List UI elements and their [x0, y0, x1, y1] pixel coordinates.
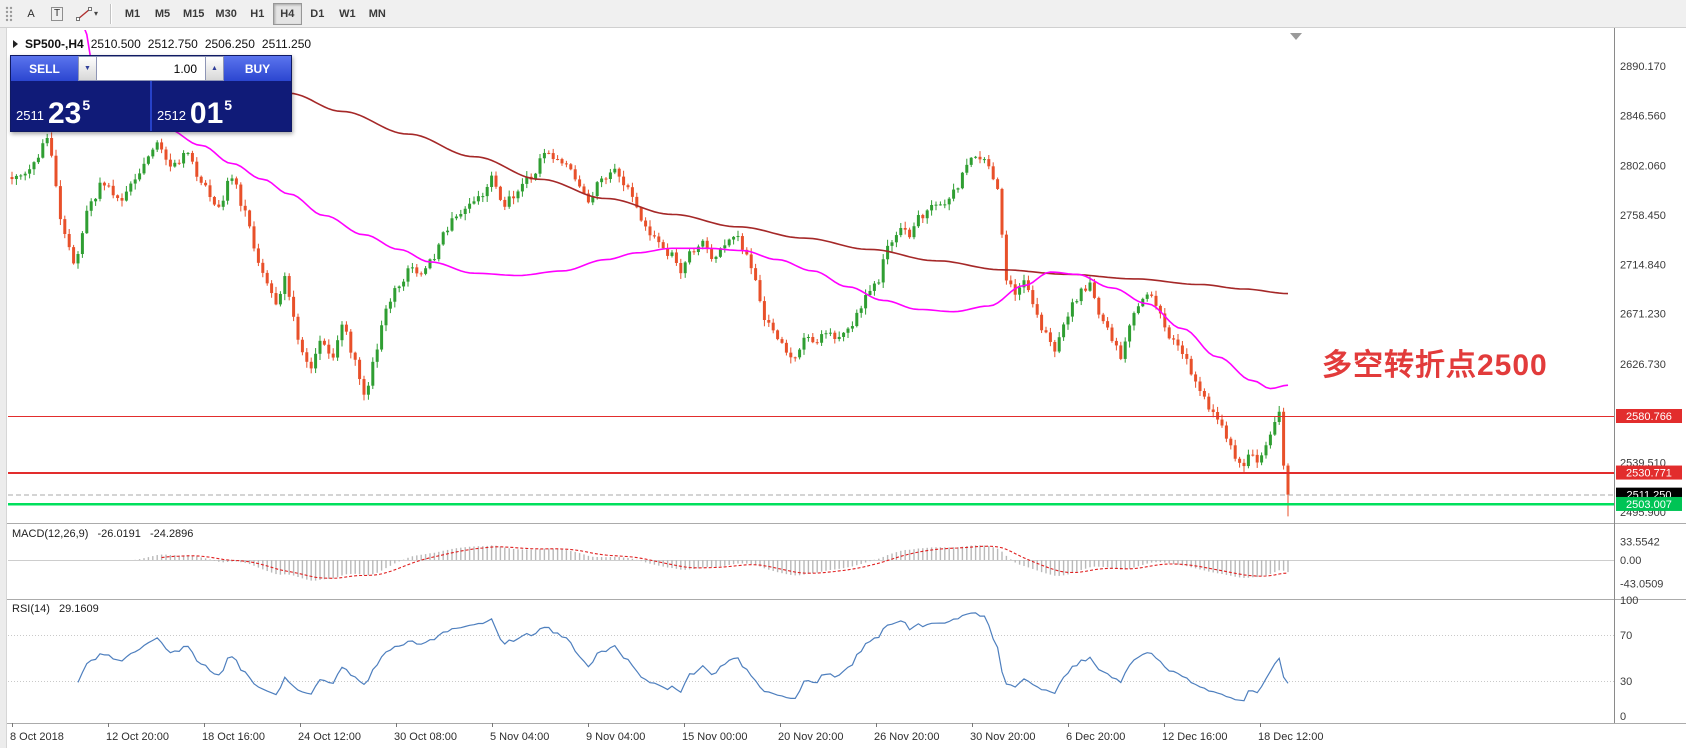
svg-text:-43.0509: -43.0509 — [1620, 579, 1663, 591]
timeframe-button-M1[interactable]: M1 — [124, 7, 141, 20]
timeframe-button-D1[interactable]: D1 — [310, 7, 325, 20]
buy-quote: 2512 01 5 — [152, 81, 291, 131]
buy-big-figure: 2512 — [157, 108, 186, 123]
macd-signal-value: -24.2896 — [149, 528, 194, 540]
chart-shift-icon — [1290, 33, 1302, 40]
svg-text:2846.560: 2846.560 — [1620, 110, 1666, 122]
price-badge-support-line: 2503.007 — [1616, 496, 1682, 511]
timeframe-button-M5[interactable]: M5 — [154, 7, 171, 20]
text-tool-label: T — [50, 6, 64, 21]
svg-text:2671.230: 2671.230 — [1620, 309, 1666, 321]
svg-text:9 Nov 04:00: 9 Nov 04:00 — [586, 731, 645, 743]
triangle-down-icon: ▼ — [84, 65, 91, 72]
symbol-marker-icon — [13, 40, 18, 48]
moving-average-line — [289, 92, 1289, 295]
moving-average-line — [84, 30, 1289, 390]
ohlc-close: 2511.250 — [261, 37, 312, 51]
one-click-trading-panel: SELL ▼ 1.00 ▲ BUY 2511 23 5 2512 01 5 — [10, 55, 292, 132]
volume-increase-button[interactable]: ▲ — [205, 56, 224, 81]
svg-text:12 Oct 20:00: 12 Oct 20:00 — [106, 731, 169, 743]
svg-text:2530.771: 2530.771 — [1626, 468, 1672, 480]
svg-text:2503.007: 2503.007 — [1626, 499, 1672, 511]
rsi-value: 29.1609 — [58, 603, 99, 615]
toolbar: A T ▾ M1 M5 M15 M30 H1 H4 D1 W1 MN — [0, 0, 1686, 28]
sell-button[interactable]: SELL — [11, 56, 78, 81]
timeframe-button-H1[interactable]: H1 — [250, 7, 265, 20]
timeframe-button-M15[interactable]: M15 — [183, 7, 205, 20]
svg-text:70: 70 — [1620, 630, 1632, 642]
timeframe-button-MN[interactable]: MN — [368, 7, 386, 20]
sell-big-figure: 2511 — [16, 108, 44, 123]
svg-text:18 Dec 12:00: 18 Dec 12:00 — [1258, 731, 1323, 743]
trendline-icon — [76, 6, 92, 21]
price-badge-resistance-line: 2580.766 — [1616, 408, 1682, 423]
annotation-text: 多空转折点2500 — [1322, 349, 1548, 382]
svg-text:2580.766: 2580.766 — [1626, 411, 1672, 423]
buy-button[interactable]: BUY — [224, 56, 291, 81]
rsi-indicator-label: RSI(14) 29.1609 — [12, 603, 105, 615]
sell-quote: 2511 23 5 — [11, 81, 152, 131]
svg-text:100: 100 — [1620, 595, 1638, 607]
svg-text:33.5542: 33.5542 — [1620, 537, 1660, 549]
svg-text:18 Oct 16:00: 18 Oct 16:00 — [202, 731, 265, 743]
price-chart-canvas[interactable]: 2890.170 2846.560 2802.060 2758.450 2714.840… — [0, 28, 1686, 748]
macd-signal-line — [161, 545, 1289, 579]
volume-decrease-button[interactable]: ▼ — [78, 56, 97, 81]
svg-text:12 Dec 16:00: 12 Dec 16:00 — [1162, 731, 1227, 743]
rsi-line — [77, 612, 1289, 702]
trade-panel-controls: SELL ▼ 1.00 ▲ BUY — [11, 56, 291, 81]
timeframe-button-W1[interactable]: W1 — [339, 7, 356, 20]
cursor-tool-label: A — [27, 7, 35, 20]
shapes-tool-button[interactable]: ▾ — [71, 3, 103, 25]
chart-title-bar: SP500-,H4 2510.500 2512.750 2506.250 251… — [13, 37, 311, 51]
timeframe-button-M30[interactable]: M30 — [215, 7, 237, 20]
candlestick-series — [10, 132, 1290, 517]
ohlc-high: 2512.750 — [147, 37, 198, 51]
sell-pipette: 5 — [82, 97, 91, 113]
svg-text:2890.170: 2890.170 — [1620, 61, 1666, 73]
macd-indicator-label: MACD(12,26,9) -26.0191 -24.2896 — [12, 528, 199, 540]
svg-text:20 Nov 20:00: 20 Nov 20:00 — [778, 731, 843, 743]
ohlc-low: 2506.250 — [204, 37, 255, 51]
svg-text:26 Nov 20:00: 26 Nov 20:00 — [874, 731, 939, 743]
svg-text:0.00: 0.00 — [1620, 555, 1641, 567]
svg-text:30 Oct 08:00: 30 Oct 08:00 — [394, 731, 457, 743]
timeframe-button-group: M1 M5 M15 M30 H1 H4 D1 W1 MN — [118, 2, 392, 25]
symbol-title: SP500-,H4 — [25, 37, 84, 51]
svg-text:15 Nov 00:00: 15 Nov 00:00 — [682, 731, 747, 743]
triangle-up-icon: ▲ — [211, 65, 218, 72]
toolbar-separator — [110, 3, 112, 24]
svg-text:30 Nov 20:00: 30 Nov 20:00 — [970, 731, 1035, 743]
window-left-edge — [0, 28, 7, 748]
timeframe-button-H4[interactable]: H4 — [272, 2, 302, 25]
svg-text:24 Oct 12:00: 24 Oct 12:00 — [298, 731, 361, 743]
volume-input[interactable]: 1.00 — [97, 56, 205, 81]
svg-text:6 Dec 20:00: 6 Dec 20:00 — [1066, 731, 1125, 743]
buy-pips: 01 — [189, 96, 224, 130]
svg-text:30: 30 — [1620, 676, 1632, 688]
svg-text:2802.060: 2802.060 — [1620, 161, 1666, 173]
svg-text:2626.730: 2626.730 — [1620, 359, 1666, 371]
macd-histogram — [134, 545, 1289, 581]
rsi-title-text: RSI(14) — [12, 603, 50, 615]
sell-pips: 23 — [47, 96, 82, 130]
chevron-down-icon: ▾ — [94, 9, 99, 18]
svg-text:2714.840: 2714.840 — [1620, 259, 1666, 271]
macd-title-text: MACD(12,26,9) — [12, 528, 89, 540]
cursor-tool-button[interactable]: A — [19, 3, 43, 25]
text-tool-button[interactable]: T — [45, 3, 69, 25]
macd-main-value: -26.0191 — [97, 528, 141, 540]
chart-area: 2890.170 2846.560 2802.060 2758.450 2714.840… — [0, 28, 1686, 748]
ohlc-open: 2510.500 — [90, 37, 141, 51]
svg-text:2758.450: 2758.450 — [1620, 210, 1666, 222]
trade-panel-quotes: 2511 23 5 2512 01 5 — [11, 81, 291, 131]
buy-pipette: 5 — [224, 97, 233, 113]
price-badge-resistance-line: 2530.771 — [1616, 465, 1682, 480]
toolbar-drag-handle-icon[interactable] — [4, 5, 14, 23]
svg-text:8 Oct 2018: 8 Oct 2018 — [10, 731, 64, 743]
svg-text:0: 0 — [1620, 711, 1626, 723]
svg-text:5 Nov 04:00: 5 Nov 04:00 — [490, 731, 549, 743]
